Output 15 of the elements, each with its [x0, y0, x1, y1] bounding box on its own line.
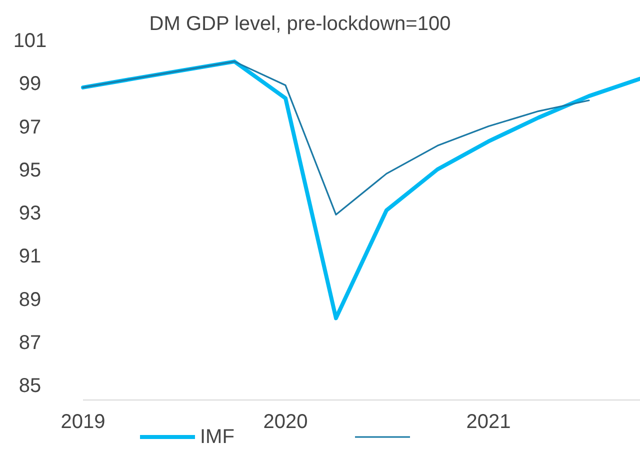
y-tick-label: 95	[18, 159, 42, 182]
y-tick-label: 93	[18, 202, 42, 224]
y-tick-label: 87	[18, 332, 42, 354]
line-series	[82, 60, 590, 216]
y-tick-label: 99	[18, 73, 42, 96]
y-tick-label: 85	[18, 375, 42, 397]
y-tick-label: 101	[13, 30, 47, 52]
y-tick-label: 97	[18, 116, 42, 138]
y-tick-label: 91	[18, 246, 42, 268]
x-tick-label: 2019	[60, 411, 106, 433]
chart-title: DM GDP level, pre-lockdown=100	[149, 13, 451, 35]
y-tick-label: 89	[18, 288, 42, 311]
x-tick-label: 2020	[263, 411, 308, 433]
x-tick-label: 2021	[466, 411, 511, 433]
legend-label: IMF	[200, 426, 234, 448]
